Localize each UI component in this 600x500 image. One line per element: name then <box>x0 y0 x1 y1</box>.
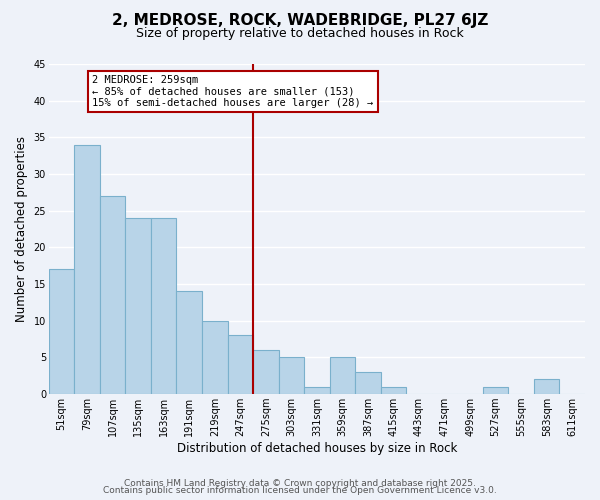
Bar <box>304 387 329 394</box>
Bar <box>253 350 278 394</box>
X-axis label: Distribution of detached houses by size in Rock: Distribution of detached houses by size … <box>177 442 457 455</box>
Text: Size of property relative to detached houses in Rock: Size of property relative to detached ho… <box>136 28 464 40</box>
Bar <box>355 372 381 394</box>
Bar <box>278 358 304 394</box>
Bar <box>534 380 559 394</box>
Bar <box>49 270 74 394</box>
Bar <box>381 387 406 394</box>
Bar <box>125 218 151 394</box>
Text: Contains HM Land Registry data © Crown copyright and database right 2025.: Contains HM Land Registry data © Crown c… <box>124 478 476 488</box>
Bar <box>176 292 202 394</box>
Bar <box>483 387 508 394</box>
Bar <box>227 336 253 394</box>
Bar <box>151 218 176 394</box>
Text: Contains public sector information licensed under the Open Government Licence v3: Contains public sector information licen… <box>103 486 497 495</box>
Text: 2, MEDROSE, ROCK, WADEBRIDGE, PL27 6JZ: 2, MEDROSE, ROCK, WADEBRIDGE, PL27 6JZ <box>112 12 488 28</box>
Text: 2 MEDROSE: 259sqm
← 85% of detached houses are smaller (153)
15% of semi-detache: 2 MEDROSE: 259sqm ← 85% of detached hous… <box>92 75 373 108</box>
Bar <box>100 196 125 394</box>
Y-axis label: Number of detached properties: Number of detached properties <box>15 136 28 322</box>
Bar <box>74 144 100 394</box>
Bar <box>329 358 355 394</box>
Bar <box>202 321 227 394</box>
